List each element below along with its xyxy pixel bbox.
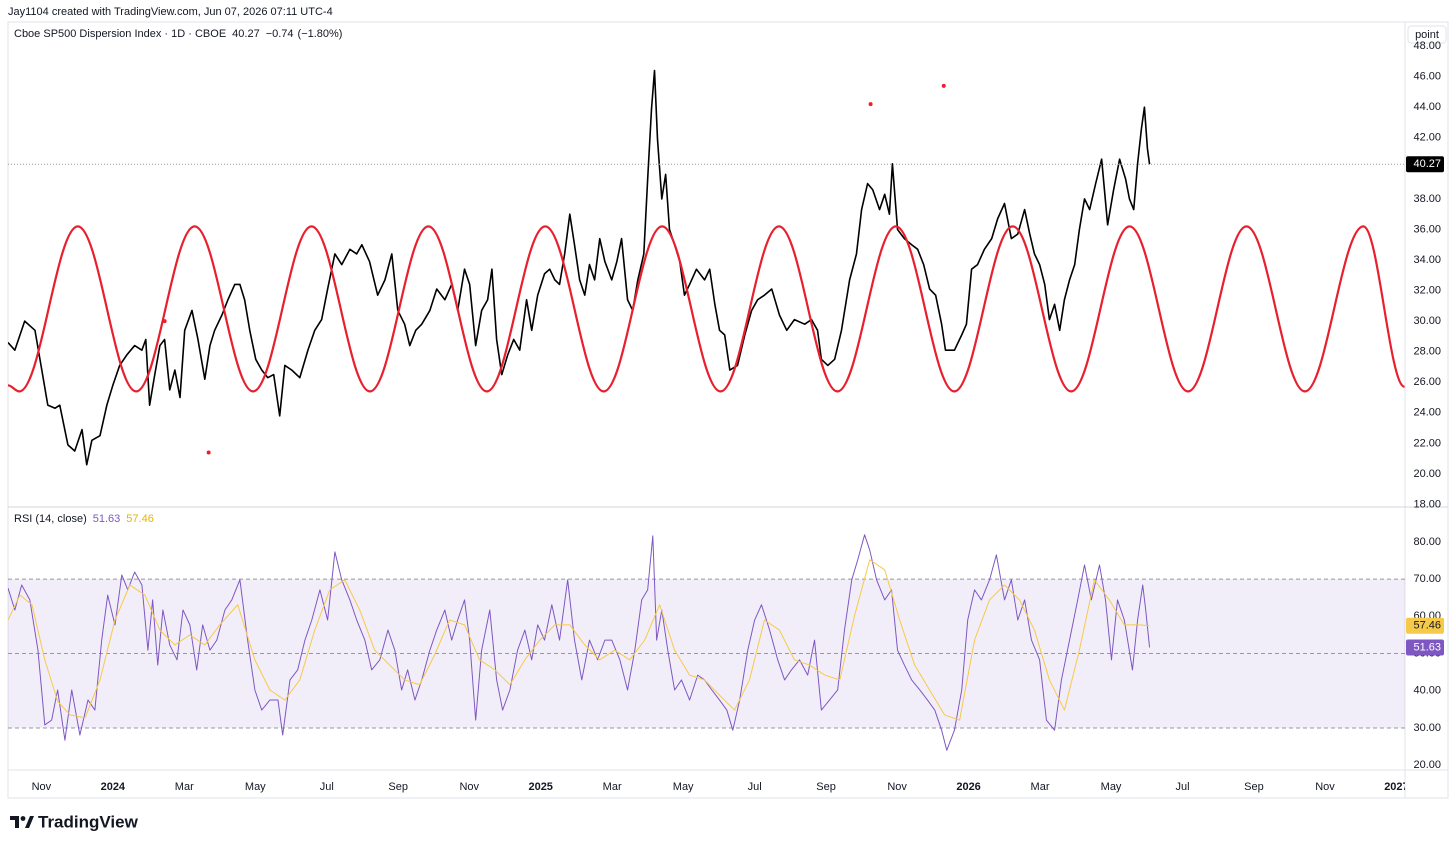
x-tick-label: Sep (388, 781, 408, 793)
x-tick-label: May (673, 781, 694, 793)
y-tick-label: 70.00 (1413, 573, 1441, 585)
legend: RSI (14, close) 51.63 57.46 (14, 513, 154, 525)
logo-mark (25, 816, 34, 828)
x-tick-label: Mar (1031, 781, 1050, 793)
y-tick-label: 28.00 (1413, 346, 1441, 358)
x-tick-label: Nov (887, 781, 907, 793)
price-badge (1406, 639, 1444, 656)
time-axis: Nov 2024 Mar May Jul Sep Nov 2025 Mar May Jul Sep No… (32, 781, 1408, 793)
series-line (8, 534, 1151, 751)
y-tick-label: 38.00 (1413, 193, 1441, 205)
price-badge-label: 40.27 (1413, 158, 1441, 170)
x-tick-label: Jul (1175, 781, 1189, 793)
x-tick-label: 2024 (101, 781, 126, 793)
band (8, 579, 1405, 728)
series-line (8, 225, 1405, 393)
pane (8, 69, 1405, 466)
y-tick-label: 18.00 (1413, 498, 1441, 510)
y-tick-label: 32.00 (1413, 284, 1441, 296)
series-line (8, 559, 1150, 721)
y-tick-label: 30.00 (1413, 722, 1441, 734)
logo-mark (20, 816, 26, 821)
footer-logo[interactable]: TradingView (10, 812, 139, 831)
frame (7, 21, 1449, 799)
y-tick-label: 20.00 (1413, 759, 1441, 771)
y-tick-label: 48.00 (1413, 40, 1441, 52)
price-badge (1406, 156, 1444, 173)
y-tick-label: 80.00 (1413, 536, 1441, 548)
footer-brand: TradingView (38, 812, 139, 831)
scatter-point (941, 83, 946, 88)
legend-change-pct: (−1.80%) (298, 28, 343, 40)
x-tick-label: Nov (1315, 781, 1335, 793)
scatter-point (162, 319, 167, 324)
scatter-point (206, 450, 211, 455)
x-tick-label: Jul (748, 781, 762, 793)
x-tick-label: Mar (603, 781, 622, 793)
pane (8, 534, 1405, 751)
y-tick-label: 46.00 (1413, 71, 1441, 83)
header-text: Jay1104 created with TradingView.com, Ju… (8, 6, 333, 18)
x-tick-label: 2027 (1384, 781, 1408, 793)
unit-label: point (1415, 29, 1439, 41)
y-tick-label: 42.00 (1413, 132, 1441, 144)
y-tick-label: 30.00 (1413, 315, 1441, 327)
legend-change: −0.74 (266, 28, 294, 40)
x-tick-label: May (1101, 781, 1122, 793)
legend: Cboe SP500 Dispersion Index · 1D · CBOE 4… (14, 28, 342, 40)
unit-box[interactable] (1407, 25, 1447, 44)
legend-last: 40.27 (232, 28, 260, 40)
y-tick-label: 44.00 (1413, 101, 1441, 113)
series-line (8, 69, 1151, 466)
price-badge (1406, 617, 1444, 634)
y-tick-label: 34.00 (1413, 254, 1441, 266)
y-tick-label: 24.00 (1413, 407, 1441, 419)
x-tick-label: 2025 (528, 781, 552, 793)
x-tick-label: 2026 (956, 781, 980, 793)
y-tick-label: 40.00 (1413, 685, 1441, 697)
y-tick-label: 26.00 (1413, 376, 1441, 388)
legend-value: 51.63 (93, 513, 121, 525)
price-badge-label: 57.46 (1413, 620, 1441, 632)
x-tick-label: Nov (459, 781, 479, 793)
x-tick-label: Nov (32, 781, 52, 793)
legend-title: Cboe SP500 Dispersion Index · 1D · CBOE (14, 28, 226, 40)
legend-title: RSI (14, close) (14, 513, 87, 525)
scatter-point (868, 102, 873, 107)
y-tick-label: 22.00 (1413, 437, 1441, 449)
y-tick-label: 36.00 (1413, 223, 1441, 235)
logo-mark (10, 816, 19, 828)
legend-value: 57.46 (126, 513, 154, 525)
x-tick-label: May (245, 781, 266, 793)
x-tick-label: Mar (175, 781, 194, 793)
x-tick-label: Sep (816, 781, 836, 793)
price-badge-label: 51.63 (1413, 641, 1441, 653)
x-tick-label: Jul (320, 781, 334, 793)
x-tick-label: Sep (1244, 781, 1264, 793)
y-tick-label: 20.00 (1413, 468, 1441, 480)
